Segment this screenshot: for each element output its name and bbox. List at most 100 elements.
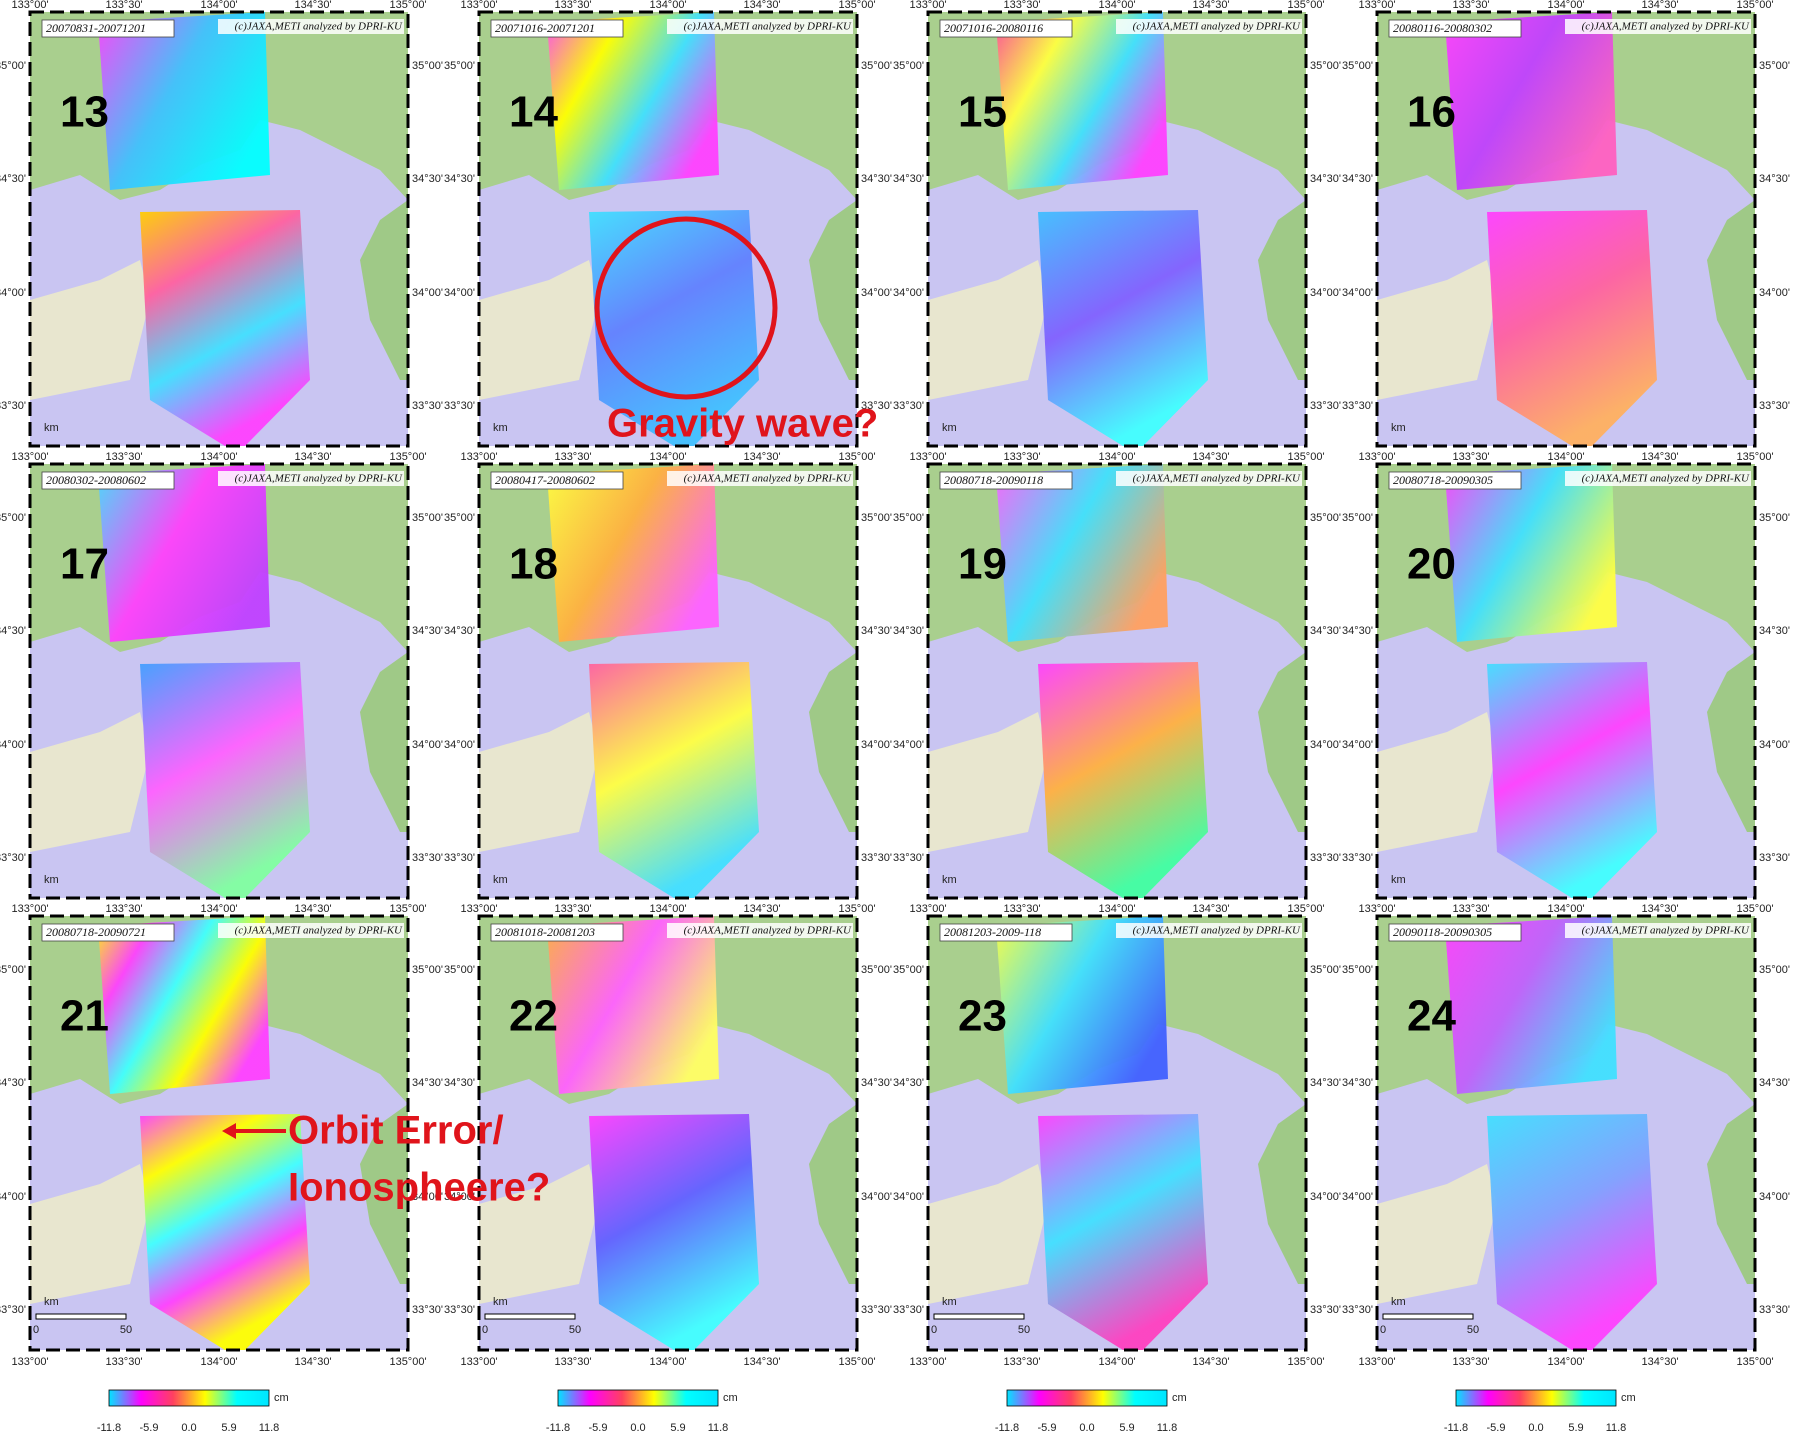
map-panel: 20070831-20071201(c)JAXA,METI analyzed b…: [0, 0, 443, 446]
lon-tick-label: 134°00': [200, 903, 237, 915]
lon-tick-label: 134°00': [200, 1356, 237, 1368]
lat-tick-label: 34°00': [1310, 287, 1341, 299]
lon-tick-label: 134°30': [1641, 0, 1678, 11]
credit: (c)JAXA,METI analyzed by DPRI-KU: [1582, 925, 1750, 937]
swath-upper: [996, 916, 1168, 1094]
lat-tick-label: 34°30': [1310, 625, 1341, 637]
colorbar-label: 0.0: [1528, 1422, 1543, 1434]
date-range: 20070831-20071201: [46, 21, 146, 35]
scale-unit: km: [44, 1296, 59, 1308]
lat-tick-label: 35°00': [861, 512, 892, 524]
colorbar-label: 0.0: [181, 1422, 196, 1434]
lon-tick-label: 133°30': [1003, 0, 1040, 11]
scale-bar: [1383, 1314, 1473, 1319]
lat-tick-label: 33°30': [0, 1304, 26, 1316]
map-area: [30, 12, 408, 446]
lat-tick-label: 33°30': [893, 400, 924, 412]
colorbar-label: -11.8: [97, 1422, 121, 1434]
lat-tick-label: 34°30': [444, 625, 475, 637]
date-range: 20071016-20080116: [944, 21, 1043, 35]
lat-tick-label: 34°00': [1310, 1191, 1341, 1203]
lon-tick-label: 133°00': [460, 0, 497, 11]
lon-tick-label: 134°30': [294, 903, 331, 915]
lon-tick-label: 134°30': [743, 451, 780, 463]
figure: 20070831-20071201 (c)JAXA,METI analyzed b…: [0, 0, 1796, 1440]
lat-tick-label: 35°00': [861, 60, 892, 72]
lat-tick-label: 34°00': [861, 1191, 892, 1203]
map-area: [928, 916, 1306, 1350]
lat-tick-label: 34°30': [861, 625, 892, 637]
lat-tick-label: 33°30': [1310, 400, 1341, 412]
lon-tick-label: 135°00': [1736, 0, 1773, 11]
lat-tick-label: 35°00': [1759, 964, 1790, 976]
scale-unit: km: [942, 1296, 957, 1308]
swath-upper: [1445, 916, 1617, 1094]
lat-tick-label: 34°00': [412, 287, 443, 299]
scale-unit: km: [44, 874, 59, 886]
lat-tick-label: 35°00': [1342, 964, 1373, 976]
lon-tick-label: 133°00': [11, 1356, 48, 1368]
lon-tick-label: 133°00': [460, 451, 497, 463]
swath-upper: [996, 12, 1168, 190]
lat-tick-label: 35°00': [1759, 60, 1790, 72]
panel-number: 21: [60, 992, 109, 1041]
lat-tick-label: 33°30': [1342, 852, 1373, 864]
colorbar-label: -11.8: [995, 1422, 1019, 1434]
scale-unit: km: [44, 422, 59, 434]
date-range: 20090118-20090305: [1393, 925, 1492, 939]
colorbar-label: 5.9: [1568, 1422, 1583, 1434]
scale-tick: 0: [33, 1324, 39, 1336]
lat-tick-label: 35°00': [412, 60, 443, 72]
colorbar-unit: cm: [274, 1392, 289, 1404]
lat-tick-label: 33°30': [444, 400, 475, 412]
swath-upper: [98, 916, 270, 1094]
lat-tick-label: 34°30': [1342, 1077, 1373, 1089]
lat-tick-label: 35°00': [893, 964, 924, 976]
lat-tick-label: 34°00': [893, 1191, 924, 1203]
lat-tick-label: 34°30': [444, 173, 475, 185]
lat-tick-label: 33°30': [1759, 1304, 1790, 1316]
lon-tick-label: 134°00': [649, 1356, 686, 1368]
scale-bar: [36, 1314, 126, 1319]
orbit-error-label: Orbit Error/: [288, 1109, 504, 1153]
lon-tick-label: 134°30': [743, 0, 780, 11]
lat-tick-label: 34°30': [1310, 1077, 1341, 1089]
colorbar-label: 11.8: [708, 1422, 729, 1434]
lon-tick-label: 135°00': [1287, 903, 1324, 915]
map-panel: 20071016-20080116(c)JAXA,METI analyzed b…: [893, 0, 1341, 446]
page: 20070831-20071201 (c)JAXA,METI analyzed b…: [0, 0, 1796, 1440]
map-area: [479, 464, 857, 898]
lat-tick-label: 34°00': [893, 287, 924, 299]
lat-tick-label: 34°00': [412, 739, 443, 751]
lat-tick-label: 34°00': [893, 739, 924, 751]
date-range: 20080718-20090305: [1393, 473, 1493, 487]
lat-tick-label: 33°30': [444, 1304, 475, 1316]
scale-tick: 0: [482, 1324, 488, 1336]
colorbar: [109, 1390, 269, 1406]
panel-number: 18: [509, 540, 558, 589]
panel-number: 15: [958, 88, 1007, 137]
lat-tick-label: 34°00': [0, 1191, 26, 1203]
lon-tick-label: 133°00': [11, 451, 48, 463]
lon-tick-label: 135°00': [1736, 903, 1773, 915]
lon-tick-label: 134°00': [1547, 0, 1584, 11]
lat-tick-label: 33°30': [0, 852, 26, 864]
colorbar-label: 11.8: [1606, 1422, 1627, 1434]
swath-upper: [547, 12, 719, 190]
lat-tick-label: 34°00': [1759, 1191, 1790, 1203]
swath-upper: [996, 464, 1168, 642]
lat-tick-label: 33°30': [861, 852, 892, 864]
lon-tick-label: 133°30': [105, 903, 142, 915]
lat-tick-label: 35°00': [412, 512, 443, 524]
lon-tick-label: 134°00': [1547, 903, 1584, 915]
lat-tick-label: 35°00': [0, 512, 26, 524]
lat-tick-label: 35°00': [1310, 60, 1341, 72]
lat-tick-label: 33°30': [1310, 852, 1341, 864]
lat-tick-label: 34°30': [412, 173, 443, 185]
colorbar-unit: cm: [1621, 1392, 1636, 1404]
lon-tick-label: 133°30': [554, 1356, 591, 1368]
credit: (c)JAXA,METI analyzed by DPRI-KU: [235, 473, 403, 485]
map-panel: 20080718-20090305(c)JAXA,METI analyzed b…: [1342, 451, 1790, 898]
lat-tick-label: 35°00': [0, 964, 26, 976]
lat-tick-label: 34°30': [0, 625, 26, 637]
